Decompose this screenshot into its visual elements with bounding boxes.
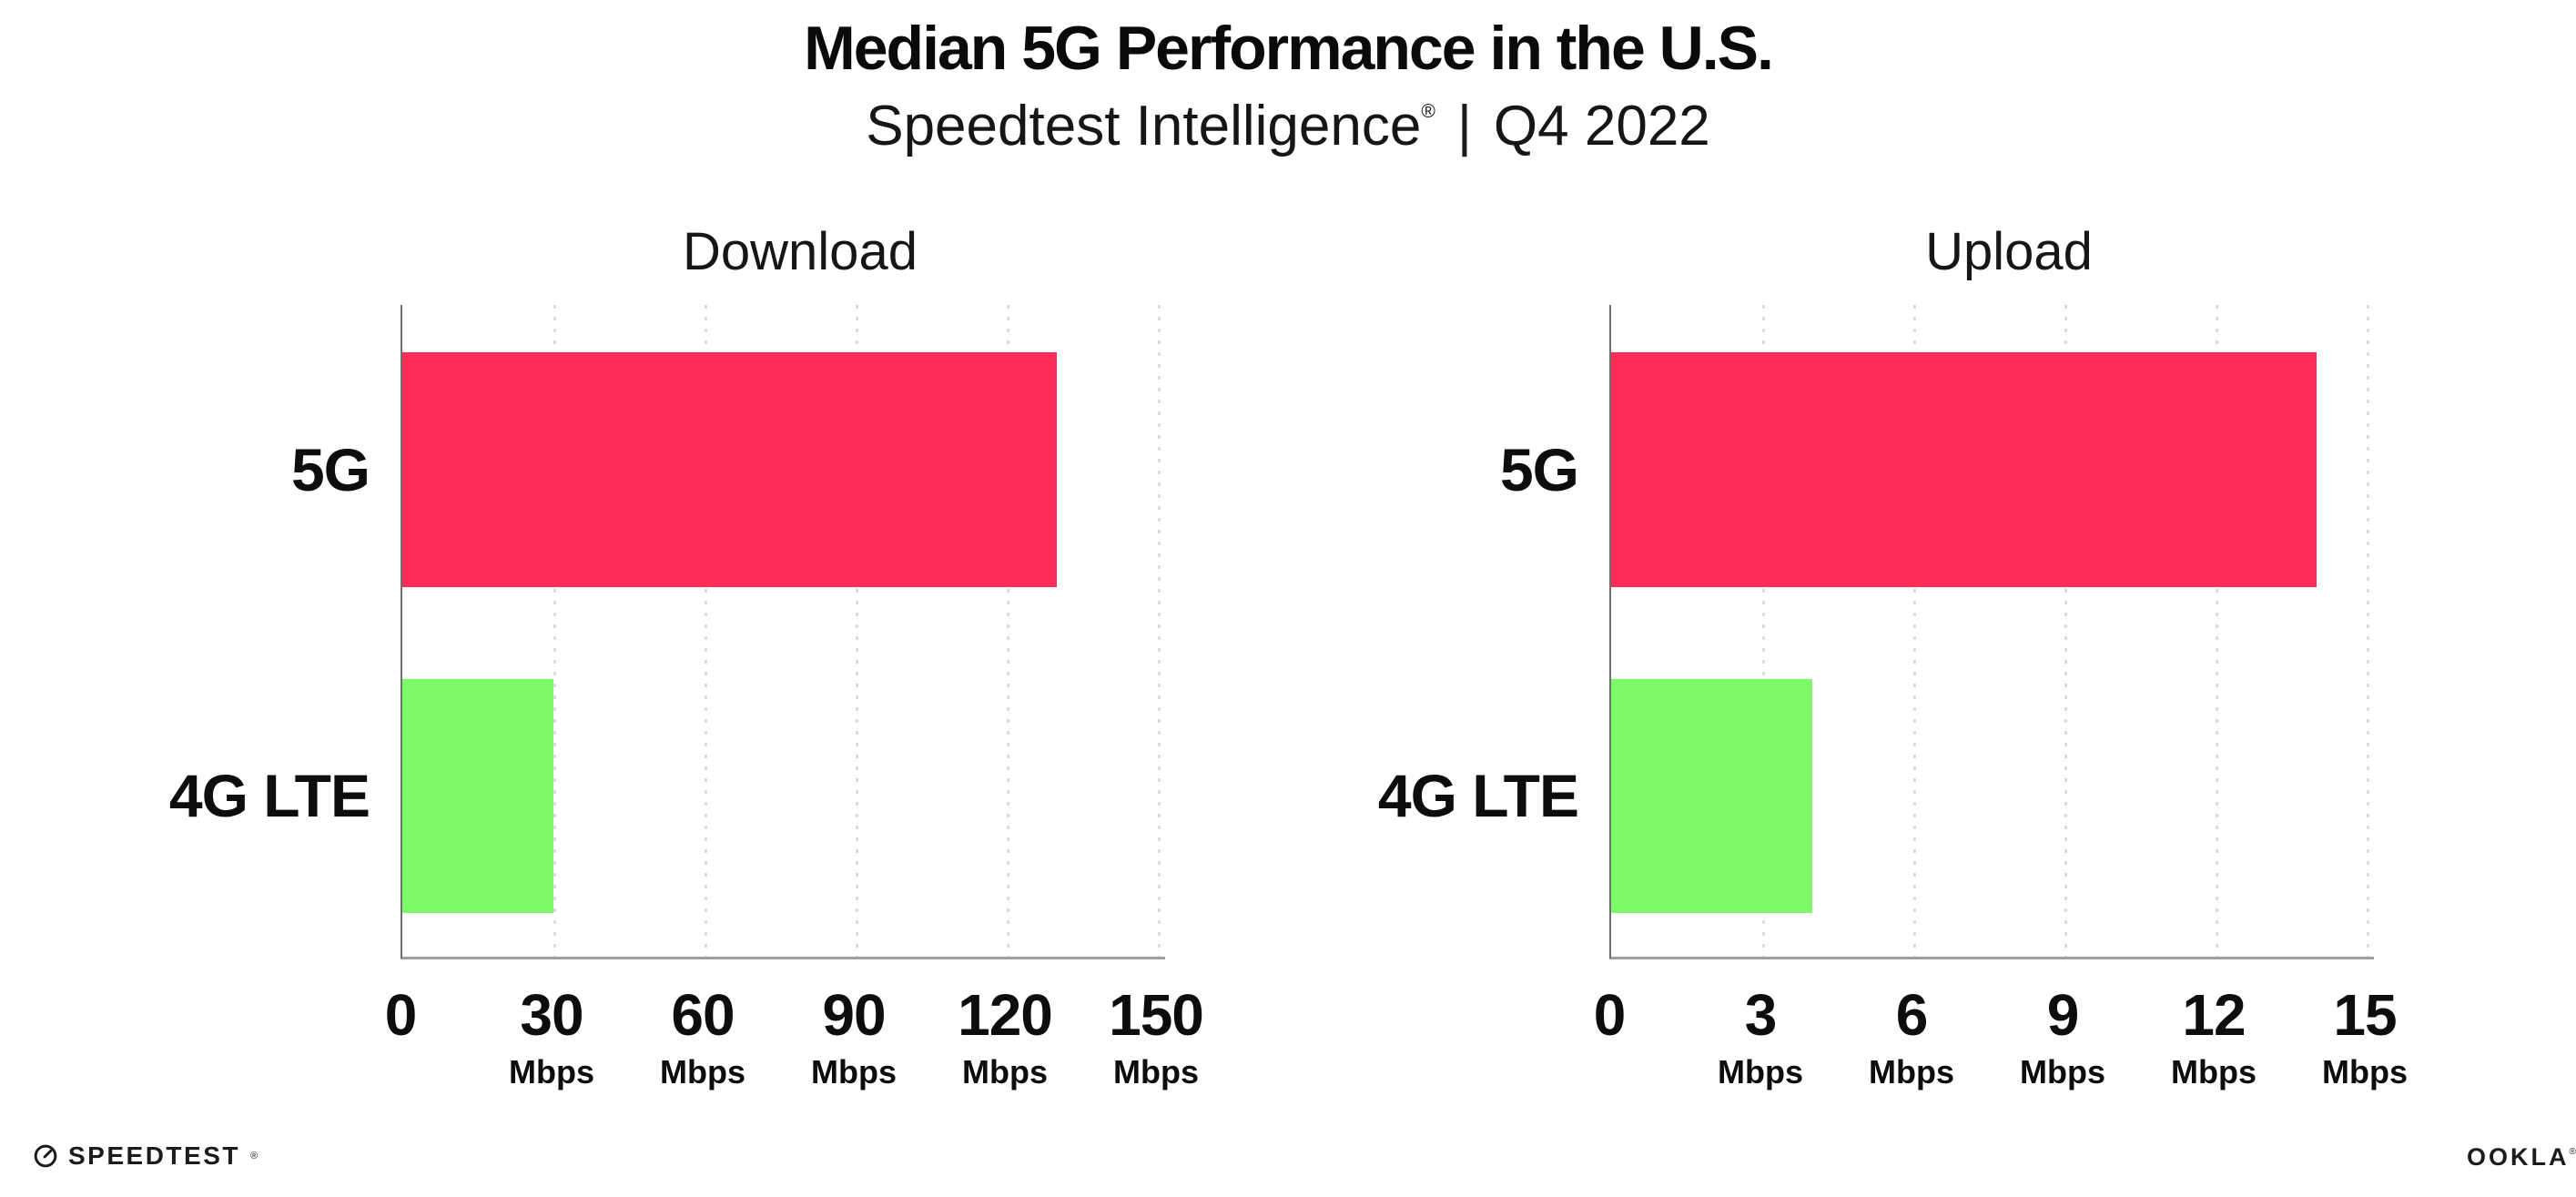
x-tick-number: 60 [671, 982, 735, 1048]
gridline [1007, 305, 1009, 957]
ookla-trademark: ® [2569, 1147, 2576, 1157]
x-tick-number: 3 [1744, 982, 1778, 1048]
y-category-label: 4G LTE [1377, 762, 1579, 829]
speedtest-wordmark: SPEEDTEST [68, 1141, 240, 1170]
plot-area [1609, 305, 2374, 959]
x-tick-number: 15 [2333, 982, 2397, 1048]
download-chart-heading: Download [683, 222, 918, 281]
speedtest-logo: SPEEDTEST ® [33, 1141, 258, 1171]
x-tick-unit: Mbps [2171, 1053, 2257, 1091]
x-tick-unit: Mbps [660, 1053, 745, 1091]
ookla-wordmark: OOKLA [2467, 1143, 2570, 1171]
x-tick-label: 0 [1518, 982, 1700, 1048]
x-tick-number: 30 [520, 982, 583, 1048]
x-tick-unit: Mbps [1718, 1053, 1803, 1091]
bar-4g-lte [1611, 679, 1813, 913]
bar-5g [402, 352, 1058, 587]
x-tick-unit: Mbps [962, 1053, 1048, 1091]
x-tick-unit: Mbps [509, 1053, 594, 1091]
x-tick-label: 90 Mbps [763, 982, 945, 1091]
gridline [856, 305, 858, 957]
bar-4g-lte [402, 679, 553, 913]
x-tick-unit: Mbps [1869, 1053, 1954, 1091]
x-tick-label: 15 Mbps [2274, 982, 2456, 1091]
x-tick-unit: Mbps [1113, 1053, 1199, 1091]
subtitle-period: Q4 2022 [1493, 95, 1710, 157]
x-tick-number: 9 [2046, 982, 2080, 1048]
download-chart: Download 0 30 Mbps 60 Mbps 90 Mbps 120 Mbps 150 Mb… [169, 0, 1204, 1197]
gridline [1158, 305, 1161, 957]
x-tick-label: 12 Mbps [2123, 982, 2305, 1091]
gridline [2216, 305, 2218, 957]
gridline [1913, 305, 1916, 957]
plot-area [401, 305, 1165, 959]
x-tick-unit: Mbps [811, 1053, 897, 1091]
bar-5g [1611, 352, 2317, 587]
x-tick-number: 12 [2182, 982, 2246, 1048]
registered-mark: ® [1421, 101, 1435, 122]
upload-chart-heading: Upload [1925, 222, 2093, 281]
y-category-label: 5G [290, 436, 370, 503]
x-tick-unit: Mbps [2322, 1053, 2408, 1091]
x-tick-label: 60 Mbps [612, 982, 794, 1091]
x-tick-label: 30 Mbps [461, 982, 643, 1091]
x-tick-label: 6 Mbps [1820, 982, 2003, 1091]
x-tick-label: 0 [309, 982, 492, 1048]
chart-subtitle: Speedtest Intelligence® | Q4 2022 [0, 93, 2576, 160]
x-tick-unit: Mbps [2020, 1053, 2105, 1091]
x-tick-label: 120 Mbps [914, 982, 1096, 1091]
x-tick-label: 150 Mbps [1065, 982, 1247, 1091]
upload-chart: Upload 0 3 Mbps 6 Mbps 9 Mbps 12 Mbps 15 Mbps 5G 4G … [1378, 0, 2408, 1197]
x-tick-number: 0 [384, 982, 418, 1048]
speedtest-trademark: ® [249, 1151, 259, 1161]
y-category-label: 4G LTE [168, 762, 370, 829]
x-tick-number: 0 [1593, 982, 1627, 1048]
subtitle-brand: Speedtest Intelligence [866, 95, 1422, 157]
x-tick-number: 90 [822, 982, 886, 1048]
gridline [2367, 305, 2369, 957]
gridline [553, 305, 556, 957]
chart-title: Median 5G Performance in the U.S. [804, 14, 1774, 83]
x-tick-label: 3 Mbps [1669, 982, 1851, 1091]
x-tick-number: 6 [1895, 982, 1929, 1048]
ookla-logo: OOKLA® [2467, 1143, 2576, 1172]
subtitle-separator: | [1456, 95, 1472, 157]
speedtest-gauge-icon [33, 1143, 58, 1169]
x-tick-label: 9 Mbps [1972, 982, 2154, 1091]
gridline [1762, 305, 1765, 957]
gridline [705, 305, 707, 957]
gridline [2064, 305, 2067, 957]
x-tick-number: 120 [958, 982, 1053, 1048]
y-category-label: 5G [1499, 436, 1579, 503]
x-tick-number: 150 [1109, 982, 1204, 1048]
